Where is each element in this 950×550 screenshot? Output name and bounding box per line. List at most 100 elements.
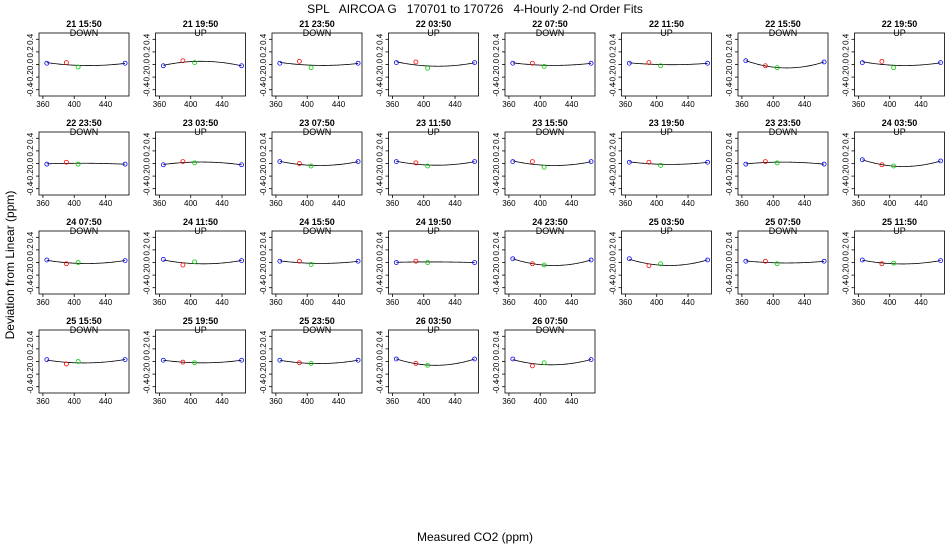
x-tick-label: 360 xyxy=(735,199,749,208)
data-point xyxy=(743,58,749,64)
y-tick-label: -0.2 xyxy=(492,70,501,84)
x-tick-label: 440 xyxy=(448,199,462,208)
y-tick-label: 0.2 xyxy=(26,343,35,355)
x-tick-label: 400 xyxy=(650,199,664,208)
panel-time-label: 21 23:50 xyxy=(299,19,335,29)
x-tick-label: 440 xyxy=(448,100,462,109)
y-tick-label: -0.2 xyxy=(492,367,501,381)
y-tick-label: -0.4 xyxy=(492,181,501,195)
data-point xyxy=(296,58,302,64)
data-point xyxy=(393,60,399,66)
y-tick-label: 0.0 xyxy=(492,58,501,70)
y-tick-label: 0.2 xyxy=(842,46,851,58)
x-tick-label: 400 xyxy=(534,397,548,406)
y-tick-label: 0.0 xyxy=(376,58,385,70)
y-tick-label: 0.2 xyxy=(492,145,501,157)
y-tick-label: -0.2 xyxy=(143,70,152,84)
x-tick-label: 360 xyxy=(269,298,283,307)
panel-time-label: 25 11:50 xyxy=(882,217,917,227)
data-point xyxy=(774,65,780,71)
x-tick-label: 360 xyxy=(386,298,400,307)
y-tick-label: -0.4 xyxy=(842,82,851,96)
x-tick-label: 440 xyxy=(332,199,346,208)
y-tick-label: -0.4 xyxy=(259,181,268,195)
panel-time-label: 23 19:50 xyxy=(649,118,685,128)
panel-time-label: 22 23:50 xyxy=(66,118,102,128)
x-tick-label: 400 xyxy=(184,199,198,208)
y-tick-label: -0.2 xyxy=(842,169,851,183)
y-tick-label: 0.4 xyxy=(376,33,385,45)
fit-curve xyxy=(629,62,708,66)
data-point xyxy=(192,259,198,265)
x-tick-label: 400 xyxy=(767,199,781,208)
y-tick-label: -0.4 xyxy=(492,379,501,393)
data-point xyxy=(541,164,547,170)
y-tick-label: -0.4 xyxy=(725,181,734,195)
data-point xyxy=(743,258,749,264)
x-tick-label: 360 xyxy=(502,397,516,406)
fit-curve xyxy=(512,359,592,366)
panel-frame xyxy=(38,230,130,295)
x-tick-label: 360 xyxy=(153,199,167,208)
y-tick-label: 0.0 xyxy=(143,58,152,70)
y-tick-label: 0.0 xyxy=(259,58,268,70)
panel-time-label: 22 19:50 xyxy=(882,19,918,29)
y-tick-label: -0.2 xyxy=(259,367,268,381)
data-point xyxy=(626,256,632,262)
y-tick-label: 0.2 xyxy=(376,343,385,355)
data-point xyxy=(160,256,166,262)
data-point xyxy=(821,161,827,167)
x-tick-label: 360 xyxy=(269,100,283,109)
y-tick-label: 0.0 xyxy=(842,58,851,70)
y-tick-label: 0.2 xyxy=(143,46,152,58)
data-point xyxy=(44,161,50,167)
y-tick-label: 0.2 xyxy=(376,46,385,58)
x-tick-label: 440 xyxy=(215,397,229,406)
y-tick-label: 0.2 xyxy=(259,244,268,256)
y-tick-label: 0.0 xyxy=(609,58,618,70)
x-tick-label: 400 xyxy=(767,100,781,109)
x-tick-label: 400 xyxy=(417,199,431,208)
y-tick-label: 0.2 xyxy=(143,244,152,256)
data-point xyxy=(122,60,128,66)
y-tick-label: 0.4 xyxy=(259,132,268,144)
data-point xyxy=(393,159,399,165)
y-tick-label: 0.4 xyxy=(842,132,851,144)
data-point xyxy=(355,357,361,363)
data-point xyxy=(938,258,943,264)
y-tick-label: 0.2 xyxy=(26,145,35,157)
panel-time-label: 21 19:50 xyxy=(183,19,219,29)
y-tick-label: 0.4 xyxy=(143,33,152,45)
data-point xyxy=(859,60,865,66)
x-tick-label: 440 xyxy=(99,100,113,109)
x-tick-label: 400 xyxy=(417,298,431,307)
data-point xyxy=(541,262,547,268)
y-tick-label: -0.4 xyxy=(143,181,152,195)
y-tick-label: 0.0 xyxy=(26,157,35,169)
y-tick-label: -0.4 xyxy=(26,82,35,96)
x-tick-label: 360 xyxy=(502,100,516,109)
y-tick-label: 0.4 xyxy=(725,132,734,144)
data-point xyxy=(891,163,897,169)
y-tick-label: 0.2 xyxy=(609,145,618,157)
x-tick-label: 400 xyxy=(417,397,431,406)
y-tick-label: 0.0 xyxy=(143,355,152,367)
data-point xyxy=(44,257,50,263)
data-point xyxy=(355,258,361,264)
y-tick-label: 0.0 xyxy=(492,256,501,268)
y-tick-label: -0.2 xyxy=(492,268,501,282)
y-tick-label: 0.4 xyxy=(26,132,35,144)
y-tick-label: 0.4 xyxy=(725,231,734,243)
data-point xyxy=(588,159,594,165)
y-tick-label: 0.2 xyxy=(259,343,268,355)
